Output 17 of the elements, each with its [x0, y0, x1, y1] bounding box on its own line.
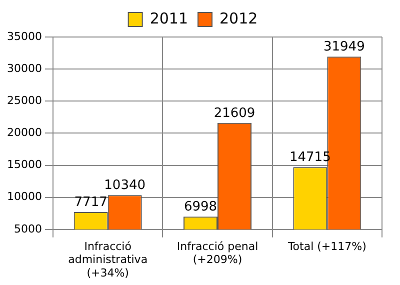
- legend-label: 2012: [220, 9, 258, 28]
- data-label: 6998: [184, 199, 218, 214]
- y-tick-label: 30000: [6, 62, 42, 75]
- x-tick-label: Infracció penal (+209%): [176, 240, 258, 266]
- data-label: 31949: [323, 39, 365, 54]
- y-tick-label: 35000: [6, 30, 42, 43]
- data-label: 10340: [104, 178, 146, 194]
- y-tick-label: 5000: [14, 222, 42, 236]
- data-label: 21609: [214, 106, 256, 121]
- x-tick-label: Infracció administrativa (+34%): [68, 240, 148, 280]
- data-label: 7717: [74, 194, 108, 210]
- y-tick-label: 25000: [6, 94, 42, 107]
- x-tick-label: Total (+117%): [286, 240, 366, 253]
- y-tick-label: 20000: [6, 126, 42, 140]
- y-tick-label: 10000: [6, 190, 42, 204]
- legend-label: 2011: [150, 9, 188, 28]
- y-tick-label: 15000: [6, 158, 42, 172]
